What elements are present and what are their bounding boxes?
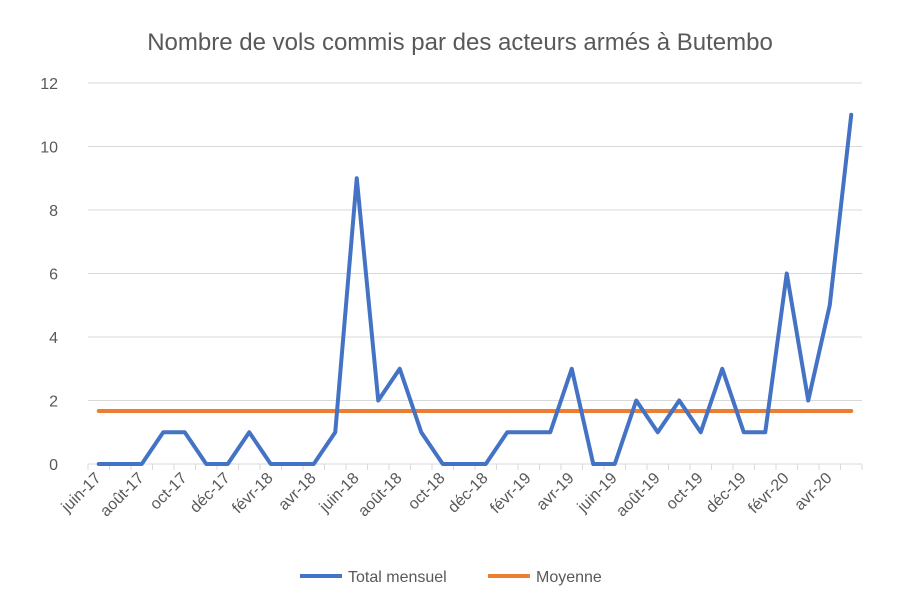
x-tick-label: avr-20 [791, 470, 835, 514]
y-axis-ticks: 0 2 4 6 8 10 12 [40, 76, 58, 474]
y-tick-label: 2 [49, 394, 58, 411]
x-tick-label: avr-18 [275, 470, 319, 514]
x-tick-label: oct-17 [147, 470, 191, 514]
x-tick-label: déc-18 [445, 470, 492, 517]
legend-label-moyenne: Moyenne [536, 569, 602, 586]
series-lines [96, 112, 854, 466]
y-tick-label: 12 [40, 76, 58, 93]
x-tick-label: août-19 [613, 470, 663, 520]
x-tick-label: févr-19 [487, 470, 534, 517]
x-tick-label: oct-19 [663, 470, 707, 514]
x-tick-label: févr-18 [229, 470, 276, 517]
x-tick-label: déc-17 [187, 470, 234, 517]
series-line-total-mensuel [96, 112, 854, 466]
x-tick-label: déc-19 [703, 470, 750, 517]
x-tick-label: févr-20 [745, 470, 792, 517]
y-tick-label: 8 [49, 203, 58, 220]
x-tick-label: oct-18 [405, 470, 449, 514]
x-tick-label: août-17 [97, 470, 147, 520]
y-tick-label: 0 [49, 457, 58, 474]
x-tick-label: août-18 [355, 470, 405, 520]
legend: Total mensuel Moyenne [300, 569, 602, 586]
y-tick-label: 6 [49, 267, 58, 284]
legend-label-total-mensuel: Total mensuel [348, 569, 447, 586]
y-tick-label: 4 [49, 330, 58, 347]
x-tick-label: avr-19 [533, 470, 577, 514]
chart-title: Nombre de vols commis par des acteurs ar… [147, 29, 773, 56]
gridlines [88, 82, 862, 401]
y-tick-label: 10 [40, 140, 58, 157]
